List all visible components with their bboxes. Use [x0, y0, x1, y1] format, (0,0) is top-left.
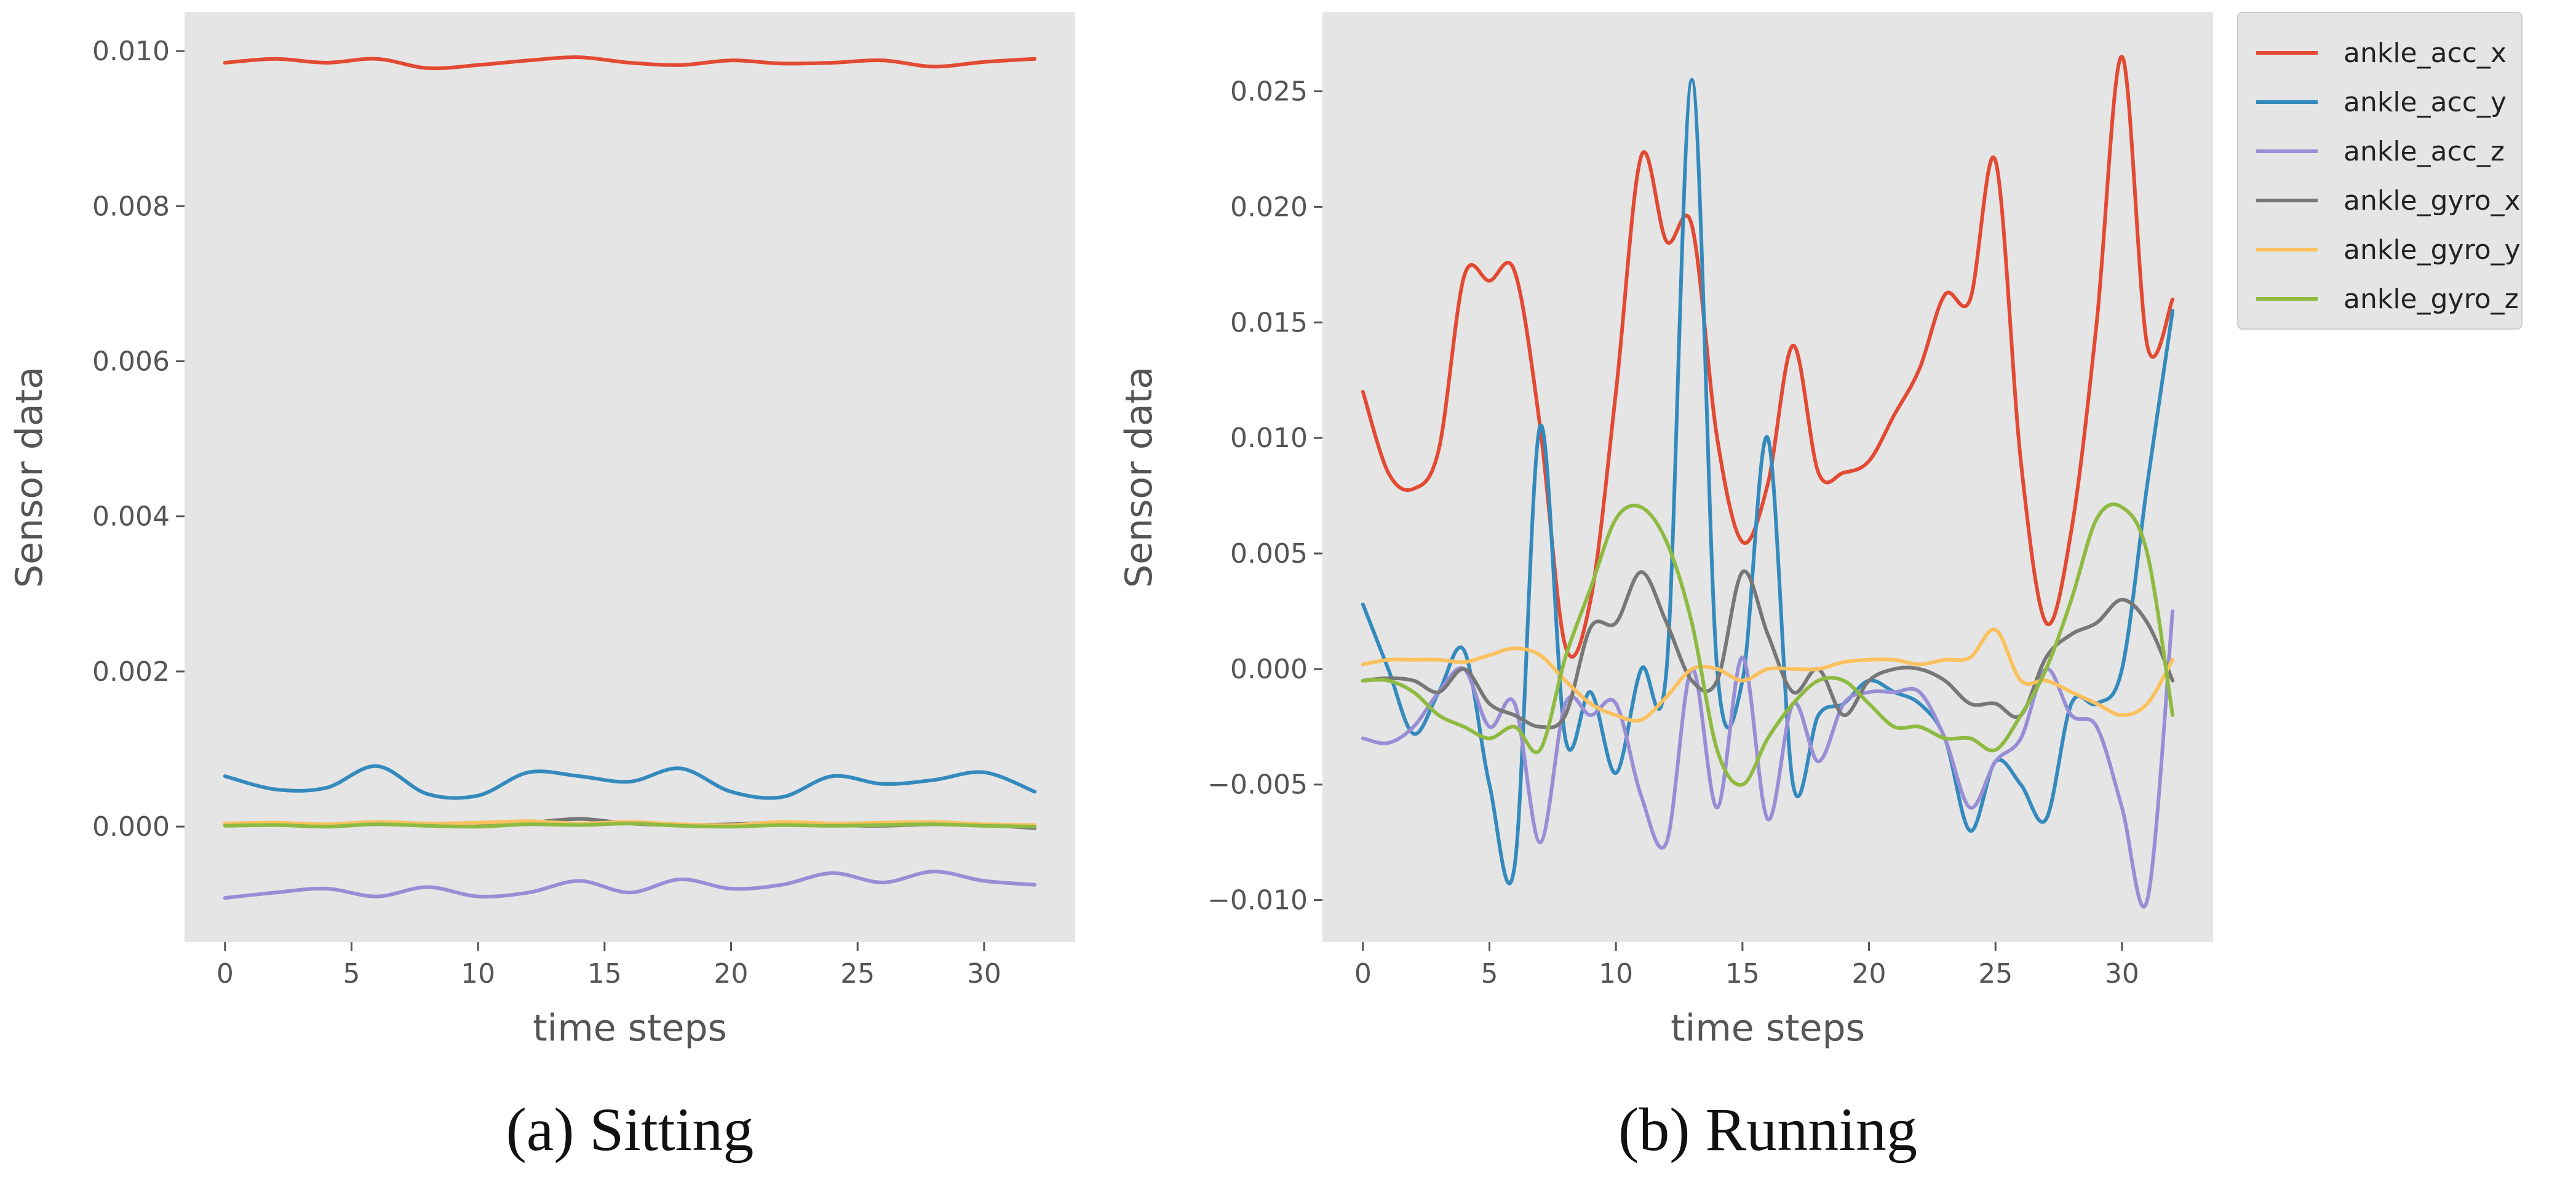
- legend-label-ankle-gyro-z: ankle_gyro_z: [2343, 284, 2519, 315]
- legend-label-ankle-gyro-x: ankle_gyro_x: [2343, 185, 2521, 216]
- y-tick-label: 0.025: [1230, 76, 1308, 108]
- x-tick-label: 25: [1978, 958, 2013, 990]
- legend: ankle_acc_x ankle_acc_y ankle_acc_z ankle_g…: [2237, 12, 2522, 330]
- x-tick-label: 20: [1852, 958, 1886, 990]
- y-tick-label: 0.008: [92, 191, 170, 222]
- x-tick-label: 5: [343, 958, 360, 990]
- y-axis-label-a: Sensor data: [8, 367, 51, 588]
- y-ticks-b: −0.010 −0.005 0.000 0.005 0.010 0.015 0.020 0.0…: [1207, 76, 1322, 916]
- x-tick-label: 30: [967, 958, 1001, 990]
- series-line-ankle-acc-z: [1361, 609, 2175, 909]
- y-tick-label: 0.002: [92, 656, 170, 688]
- y-tick-label: 0.000: [92, 811, 170, 843]
- series-line-ankle-gyro-z: [1361, 502, 2175, 787]
- plot-area-a: [185, 12, 1075, 942]
- series-line-ankle-acc-x: [223, 55, 1037, 71]
- series-group-b: [1361, 55, 2175, 909]
- x-tick-label: 20: [714, 958, 749, 990]
- legend-label-ankle-gyro-y: ankle_gyro_y: [2343, 234, 2521, 266]
- x-ticks-b: 0 5 10 15 20 25 30: [1354, 942, 2139, 990]
- x-tick-label: 10: [461, 958, 495, 990]
- y-tick-label: 0.006: [92, 346, 170, 377]
- y-tick-label: 0.005: [1230, 538, 1308, 569]
- y-tick-label: −0.005: [1207, 769, 1308, 801]
- y-axis-label-b: Sensor data: [1118, 367, 1161, 588]
- y-tick-label: 0.004: [92, 501, 170, 533]
- caption-a: (a) Sitting: [506, 1095, 754, 1164]
- y-ticks-a: 0.000 0.002 0.004 0.006 0.008 0.010: [92, 36, 185, 843]
- x-tick-label: 0: [217, 958, 234, 990]
- x-tick-label: 15: [1725, 958, 1760, 990]
- x-tick-label: 0: [1354, 958, 1372, 990]
- x-tick-label: 30: [2105, 958, 2139, 990]
- panel-a-sitting: 0.000 0.002 0.004 0.006 0.008 0.010 0 5 10 15 20 2…: [8, 12, 1075, 1164]
- x-axis-label-a: time steps: [533, 1007, 727, 1050]
- y-tick-label: 0.000: [1230, 654, 1308, 685]
- series-line-ankle-acc-z: [223, 870, 1037, 900]
- x-tick-label: 25: [840, 958, 875, 990]
- x-tick-label: 10: [1599, 958, 1633, 990]
- series-group-a: [223, 55, 1037, 900]
- y-tick-label: 0.015: [1230, 307, 1308, 338]
- x-ticks-a: 0 5 10 15 20 25 30: [217, 942, 1001, 990]
- legend-items: ankle_acc_x ankle_acc_y ankle_acc_z ankle_g…: [2256, 38, 2521, 315]
- legend-label-ankle-acc-z: ankle_acc_z: [2343, 136, 2505, 167]
- y-tick-label: 0.020: [1230, 191, 1308, 223]
- caption-b: (b) Running: [1618, 1095, 1917, 1164]
- series-line-ankle-gyro-z: [223, 822, 1037, 829]
- panel-b-running: −0.010 −0.005 0.000 0.005 0.010 0.015 0.020 0.0…: [1118, 12, 2522, 1164]
- x-tick-label: 15: [587, 958, 622, 990]
- x-tick-label: 5: [1481, 958, 1498, 990]
- legend-label-ankle-acc-y: ankle_acc_y: [2343, 87, 2506, 118]
- y-tick-label: −0.010: [1207, 885, 1308, 916]
- series-line-ankle-acc-x: [1361, 55, 2175, 659]
- legend-label-ankle-acc-x: ankle_acc_x: [2343, 38, 2506, 69]
- series-line-ankle-acc-y: [223, 764, 1037, 800]
- y-tick-label: 0.010: [92, 36, 170, 67]
- x-axis-label-b: time steps: [1671, 1007, 1865, 1050]
- series-line-ankle-acc-y: [1361, 77, 2175, 886]
- y-tick-label: 0.010: [1230, 422, 1308, 454]
